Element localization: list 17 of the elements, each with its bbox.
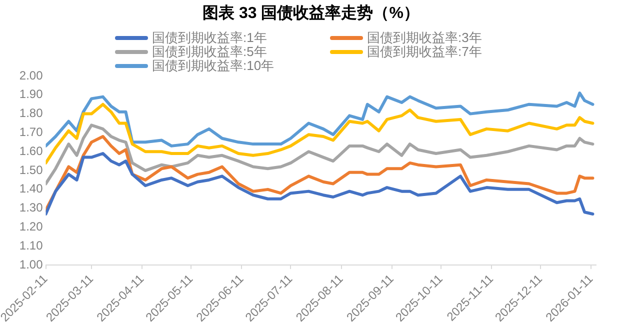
legend-label: 国债到期收益率:7年 xyxy=(367,44,482,59)
y-tick-label: 1.90 xyxy=(19,87,44,102)
chart-title: 图表 33 国债收益率走势（%） xyxy=(202,3,420,24)
y-tick-label: 1.30 xyxy=(19,200,44,215)
y-tick-label: 1.40 xyxy=(19,182,44,196)
y-tick-label: 1.70 xyxy=(19,125,44,140)
y-tick-label: 1.80 xyxy=(19,106,44,120)
y-tick-label: 1.50 xyxy=(19,162,44,177)
y-tick-label: 1.60 xyxy=(19,144,44,158)
y-tick-label: 2.00 xyxy=(19,68,44,82)
legend-label: 国债到期收益率:3年 xyxy=(367,30,482,45)
y-tick-label: 1.20 xyxy=(19,220,44,234)
legend-label: 国债到期收益率:5年 xyxy=(152,44,267,59)
legend-label: 国债到期收益率:1年 xyxy=(152,30,267,45)
legend-label: 国债到期收益率:10年 xyxy=(152,58,274,73)
y-tick-label: 1.10 xyxy=(19,238,44,252)
y-tick-label: 1.00 xyxy=(19,257,44,272)
